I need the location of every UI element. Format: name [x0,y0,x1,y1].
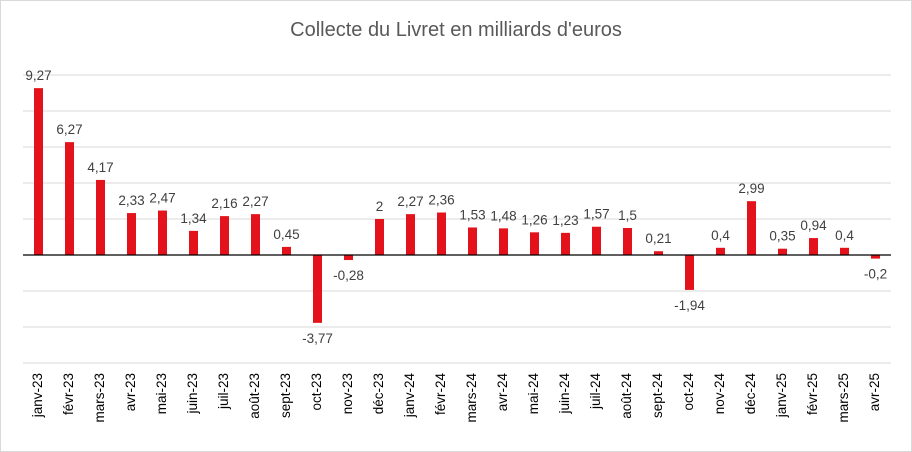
data-label-nov-24: 0,4 [711,228,730,243]
gridlines [23,74,891,364]
data-label-juil-24: 1,57 [583,207,609,222]
data-label-mars-25: 0,4 [835,228,854,243]
bar-oct-23 [313,255,322,323]
data-label-juin-24: 1,23 [552,213,578,228]
data-label-mai-24: 1,26 [521,212,547,227]
tick-label-févr-23: févr-23 [61,373,76,415]
bar-janv-24 [406,214,415,255]
bar-sept-24 [654,251,663,255]
bar-nov-23 [344,255,353,261]
bar-juin-24 [561,232,570,255]
bar-févr-23 [65,142,74,255]
bar-juin-23 [189,230,198,255]
tick-label-juil-23: juil-23 [216,373,231,410]
tick-label-avr-25: avr-25 [867,373,882,411]
tick-label-mars-25: mars-25 [836,373,851,423]
tick-label-janv-23: janv-23 [30,373,45,418]
bar-sept-23 [282,246,291,255]
bar-janv-25 [778,248,787,255]
bar-févr-24 [437,212,446,255]
data-label-janv-23: 9,27 [25,68,51,83]
bar-avr-25 [871,255,880,259]
tick-label-sept-23: sept-23 [278,373,293,418]
data-label-sept-23: 0,45 [273,227,299,242]
tick-label-mai-24: mai-24 [526,373,541,415]
data-label-oct-24: -1,94 [674,298,705,313]
data-label-déc-23: 2 [376,199,384,214]
bar-août-24 [623,228,632,255]
data-label-mars-23: 4,17 [87,160,113,175]
bar-avr-23 [127,213,136,255]
bar-mars-23 [96,179,105,255]
tick-label-juin-24: juin-24 [557,373,572,415]
tick-label-sept-24: sept-24 [650,373,665,419]
data-label-avr-24: 1,48 [490,208,516,223]
tick-label-juil-24: juil-24 [588,373,603,411]
bar-avr-24 [499,228,508,255]
bar-nov-24 [716,247,725,255]
tick-label-mai-23: mai-23 [154,373,169,414]
data-label-avr-23: 2,33 [118,193,144,208]
bar-juil-23 [220,216,229,255]
bar-août-23 [251,214,260,255]
data-label-août-23: 2,27 [242,194,268,209]
bar-mai-24 [530,232,539,255]
bar-déc-24 [747,201,756,255]
data-label-juil-23: 2,16 [211,196,237,211]
data-label-févr-24: 2,36 [428,193,454,208]
data-label-déc-24: 2,99 [738,181,764,196]
tick-label-avr-24: avr-24 [495,373,510,412]
bar-mai-23 [158,210,167,255]
data-label-août-24: 1,5 [618,208,637,223]
tick-label-oct-24: oct-24 [681,373,696,411]
chart-title: Collecte du Livret en milliards d'euros [290,19,622,41]
data-labels: 9,27 6,27 4,17 2,33 2,47 1,34 2,16 2,27 0,45 -3,7… [25,68,887,346]
bar-oct-24 [685,255,694,290]
tick-label-juin-23: juin-23 [185,373,200,415]
tick-label-nov-23: nov-23 [340,373,355,414]
tick-label-déc-24: déc-24 [743,373,758,415]
data-label-janv-24: 2,27 [397,194,423,209]
tick-label-août-24: août-24 [619,373,634,419]
tick-label-févr-25: févr-25 [805,373,820,415]
bar-mars-24 [468,227,477,255]
bar-déc-23 [375,219,384,255]
data-label-janv-25: 0,35 [769,229,795,244]
bar-févr-25 [809,238,818,255]
bar-mars-25 [840,247,849,255]
bar-janv-23 [34,88,43,255]
data-label-sept-24: 0,21 [645,231,671,246]
data-label-mai-23: 2,47 [149,191,175,206]
bars [34,88,880,323]
tick-label-août-23: août-23 [247,373,262,419]
data-label-juin-23: 1,34 [180,211,207,226]
data-label-avr-25: -0,2 [864,267,887,282]
data-label-févr-23: 6,27 [56,122,82,137]
data-label-oct-23: -3,77 [302,331,333,346]
tick-label-oct-23: oct-23 [309,373,324,411]
tick-label-nov-24: nov-24 [712,373,727,415]
tick-label-avr-23: avr-23 [123,373,138,411]
tick-label-déc-23: déc-23 [371,373,386,414]
tick-label-janv-24: janv-24 [402,373,417,419]
data-label-nov-23: -0,28 [333,268,364,283]
tick-label-mars-24: mars-24 [464,373,479,423]
tick-label-févr-24: févr-24 [433,373,448,416]
data-label-févr-25: 0,94 [800,218,827,233]
bar-juil-24 [592,226,601,255]
data-label-mars-24: 1,53 [459,207,485,222]
tick-label-mars-23: mars-23 [92,373,107,423]
tick-label-janv-25: janv-25 [774,373,789,418]
x-axis-tick-labels: janv-23 févr-23 mars-23 avr-23 mai-23 juin-23… [30,373,882,423]
